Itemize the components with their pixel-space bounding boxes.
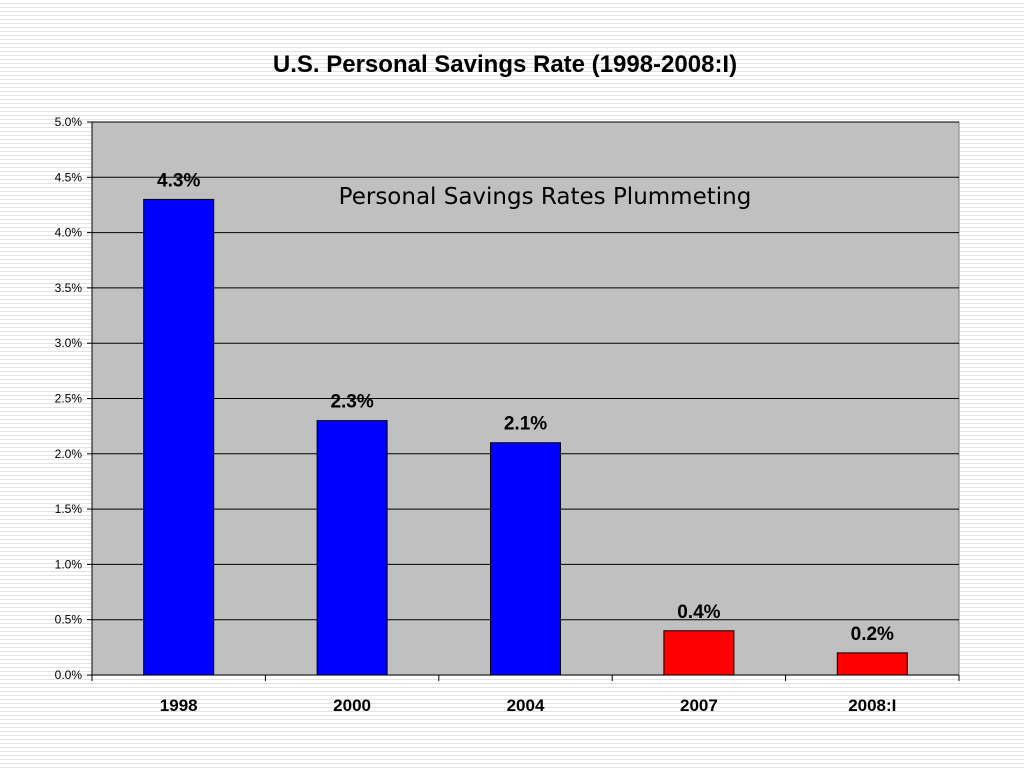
bar-2007: [663, 630, 735, 676]
bar-2008-i: [836, 652, 908, 676]
data-label: 2.1%: [504, 414, 547, 435]
x-tick-label: 2007: [680, 696, 718, 715]
chart-title: U.S. Personal Savings Rate (1998-2008:I): [273, 51, 737, 78]
y-tick-label: 5.0%: [55, 115, 83, 129]
y-tick-label: 0.0%: [55, 668, 83, 682]
bars: 4.3% 2.3% 2.1% 0.4% 0.2%: [143, 170, 908, 676]
chart-annotation: Personal Savings Rates Plummeting: [339, 184, 752, 210]
x-tick-label: 1998: [160, 696, 198, 715]
x-tick-label: 2000: [333, 696, 371, 715]
y-tick-label: 1.0%: [55, 557, 83, 571]
y-tick-label: 4.5%: [55, 170, 83, 184]
x-axis: 1998 2000 2004 2007 2008:I: [87, 674, 960, 715]
y-tick-label: 3.5%: [55, 281, 83, 295]
bar-2000: [316, 420, 388, 676]
x-tick-label: 2004: [507, 696, 545, 715]
gridlines: [92, 121, 959, 621]
data-label: 2.3%: [330, 392, 373, 413]
y-tick-label: 2.0%: [55, 447, 83, 461]
y-tick-label: 3.0%: [55, 336, 83, 350]
y-tick-label: 0.5%: [55, 613, 83, 627]
y-tick-label: 2.5%: [55, 392, 83, 406]
bar-1998: [143, 198, 215, 676]
data-label: 4.3%: [157, 170, 200, 191]
y-tick-label: 4.0%: [55, 226, 83, 240]
data-label: 0.2%: [851, 624, 894, 645]
bar-2004: [490, 442, 561, 676]
data-label: 0.4%: [677, 602, 720, 623]
y-tick-label: 1.5%: [55, 502, 83, 516]
x-tick-label: 2008:I: [848, 696, 896, 715]
y-axis: 0.0% 0.5% 1.0% 1.5% 2.0% 2.5% 3.0% 3.5% 4.0% 4.5%…: [55, 115, 93, 682]
